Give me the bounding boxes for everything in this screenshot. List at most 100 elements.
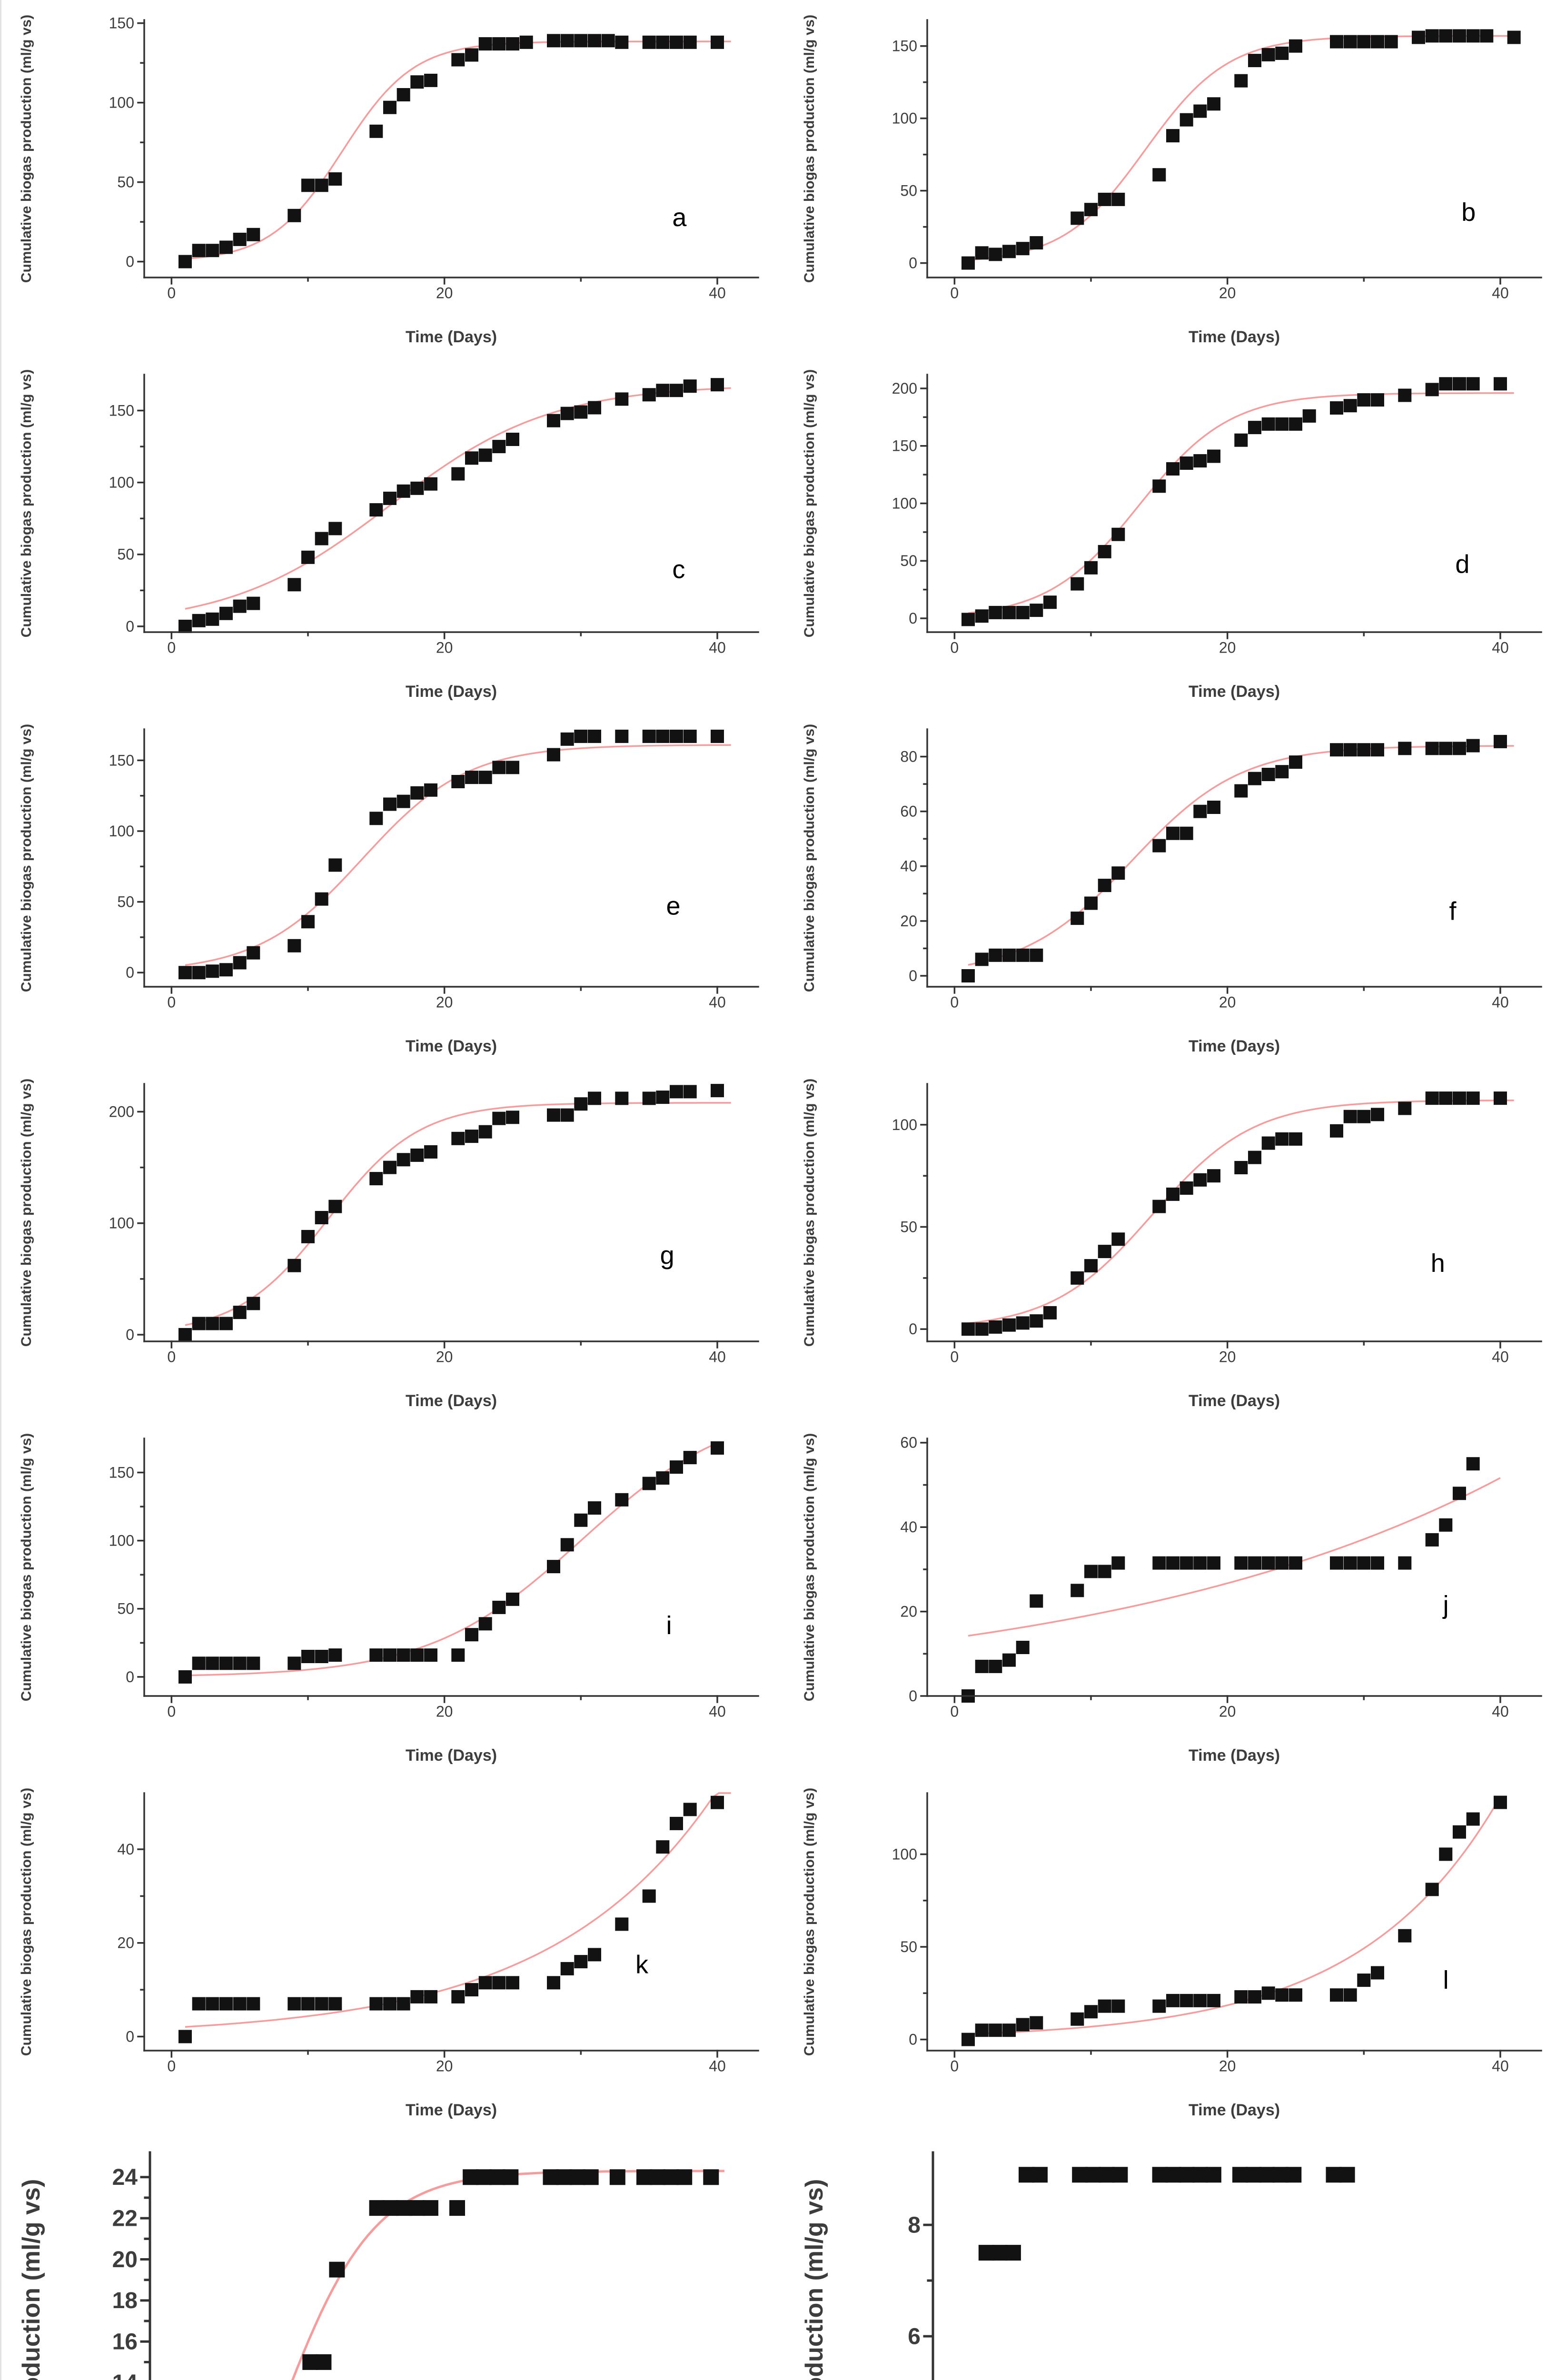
data-point	[547, 1560, 560, 1574]
data-point	[1152, 1200, 1166, 1213]
panel-d: 0 20 40 0 50 100 150 200 Time (Days) Cumulative b…	[784, 355, 1566, 709]
y-tick-label: 60	[900, 1434, 917, 1451]
data-point	[287, 208, 301, 222]
data-point	[192, 966, 206, 980]
data-point	[233, 1656, 247, 1670]
y-tick-label: 0	[909, 1320, 917, 1338]
data-point	[636, 2169, 652, 2185]
data-point	[543, 2169, 559, 2185]
data-point	[1084, 1259, 1098, 1273]
data-point	[1384, 35, 1398, 49]
axes	[920, 1792, 1542, 2058]
data-point	[1371, 1966, 1384, 1980]
data-point	[1466, 1457, 1480, 1471]
data-point	[588, 1948, 601, 1962]
data-point	[287, 1656, 301, 1670]
data-point	[1002, 1318, 1016, 1332]
y-tick-label: 150	[109, 402, 134, 419]
panel-letter-k: k	[635, 1951, 649, 1979]
data-point	[683, 1803, 697, 1816]
data-point	[383, 1648, 396, 1662]
data-points	[178, 1441, 724, 1684]
data-point	[489, 2169, 505, 2185]
y-tick-label: 100	[892, 1845, 917, 1863]
data-point	[1098, 1999, 1111, 2013]
data-point	[247, 596, 260, 610]
data-point	[615, 1493, 629, 1507]
y-tick-label: 40	[900, 858, 917, 875]
y-axis-label: Cumulative biogas production (ml/g vs)	[18, 2179, 45, 2380]
data-point	[1275, 1556, 1289, 1570]
data-point	[1098, 545, 1111, 558]
data-point	[301, 915, 315, 929]
data-point	[1466, 1091, 1480, 1105]
data-point	[711, 1795, 724, 1809]
data-point	[1466, 1812, 1480, 1826]
panel-l: 0 20 40 0 50 100 Time (Days) Cumulative biogas …	[784, 1773, 1566, 2128]
data-points	[961, 734, 1507, 982]
x-tick-label: 0	[167, 1348, 176, 1365]
y-tick-label: 0	[126, 1668, 134, 1686]
y-tick-label: 150	[109, 1464, 134, 1481]
data-point	[1165, 2167, 1181, 2183]
y-tick-label: 50	[900, 1218, 917, 1235]
data-point	[247, 1297, 260, 1310]
y-tick-label: 0	[126, 253, 134, 270]
data-point	[1425, 1883, 1439, 1896]
data-point	[1043, 1306, 1057, 1319]
y-tick-label: 0	[126, 2028, 134, 2045]
data-point	[247, 228, 260, 241]
data-point	[547, 1108, 560, 1122]
data-point	[1439, 1091, 1453, 1105]
data-point	[961, 969, 975, 982]
data-point	[1261, 768, 1275, 781]
data-point	[369, 1997, 383, 2011]
data-point	[1111, 1232, 1125, 1246]
y-tick-label: 50	[117, 546, 134, 563]
data-point	[1275, 46, 1289, 60]
x-tick-label: 0	[950, 284, 959, 301]
x-tick-label: 40	[709, 639, 726, 656]
data-point	[574, 1097, 588, 1111]
panel-c: 0 20 40 0 50 100 150 Time (Days) Cumulative biog…	[1, 355, 784, 709]
data-point	[1425, 1533, 1439, 1547]
data-point	[1272, 2167, 1288, 2183]
data-point	[711, 35, 724, 49]
data-point	[670, 1816, 683, 1830]
data-point	[1084, 203, 1098, 217]
panel-letter-e: e	[666, 892, 681, 921]
data-point	[615, 35, 629, 49]
data-point	[975, 609, 989, 623]
data-point	[178, 1328, 192, 1341]
x-tick-label: 40	[1492, 639, 1509, 656]
data-point	[1330, 35, 1343, 49]
data-point	[1002, 2023, 1016, 2037]
x-tick-label: 0	[950, 993, 959, 1011]
y-tick-label: 20	[900, 912, 917, 930]
chart-e: 0 20 40 0 50 100 150 Time (Days) Cumulative biog…	[19, 724, 759, 1055]
data-point	[1193, 454, 1207, 468]
data-point	[1207, 1993, 1220, 2007]
data-point	[192, 1656, 206, 1670]
data-point	[1070, 1584, 1084, 1597]
data-points	[961, 1091, 1507, 1336]
data-point	[1398, 1101, 1412, 1115]
data-point	[1439, 377, 1453, 391]
data-point	[1111, 866, 1125, 880]
y-tick-label: 200	[109, 1103, 134, 1120]
data-points	[178, 729, 724, 980]
data-point	[601, 34, 615, 48]
axes	[137, 1438, 759, 1703]
data-point	[178, 255, 192, 268]
y-axis-label: Cumulative biogas production (ml/g vs)	[19, 369, 34, 637]
data-point	[1030, 1314, 1043, 1328]
data-point	[478, 37, 492, 51]
data-point	[1494, 377, 1507, 391]
data-point	[989, 248, 1002, 261]
panel-j: 0 20 40 0 20 40 60 Time (Days) Cumulative biogas…	[784, 1418, 1566, 1773]
data-point	[478, 1617, 492, 1631]
data-point	[1207, 801, 1220, 814]
panel-letter-i: i	[666, 1611, 672, 1640]
data-point	[1494, 1795, 1507, 1809]
y-tick-label: 0	[909, 2031, 917, 2048]
